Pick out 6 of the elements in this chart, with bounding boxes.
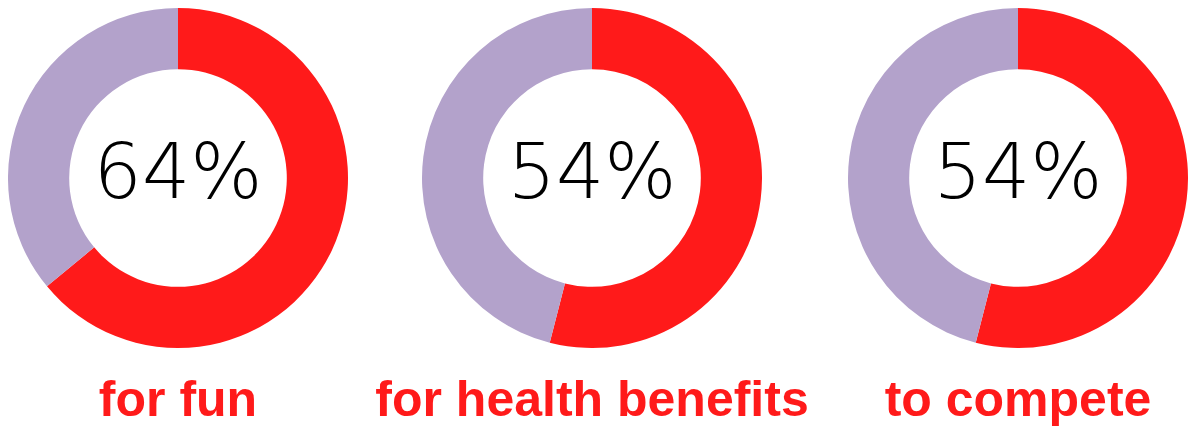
text: for fun: [98, 370, 258, 428]
text: for health benefits: [375, 370, 809, 428]
data-label: 64%: [93, 126, 263, 216]
text: to compete: [884, 370, 1152, 428]
data-label: 54%: [933, 126, 1103, 216]
data-label: 54%: [507, 126, 677, 216]
